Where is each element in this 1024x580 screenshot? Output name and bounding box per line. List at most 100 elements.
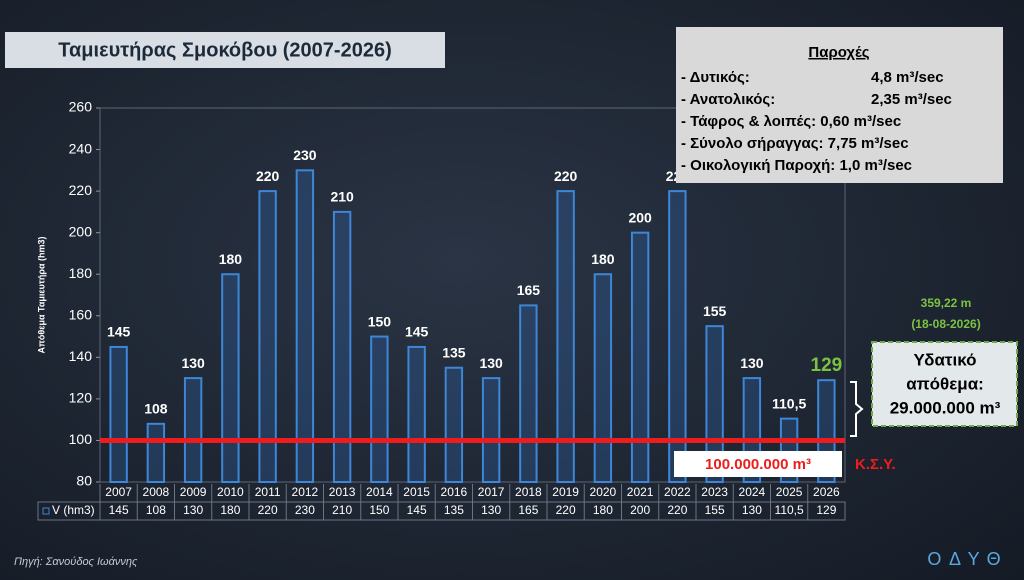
- info-row: 2,35 m³/sec: [871, 91, 952, 108]
- bar: [332, 210, 352, 483]
- bar: [668, 190, 687, 483]
- bar: [630, 231, 650, 483]
- data-label: 210: [330, 189, 354, 205]
- data-label: 150: [368, 313, 392, 329]
- y-axis-label: Απόθεμα Ταμιευτήρα (hm3): [36, 236, 46, 353]
- x-tick-label: 2019: [552, 485, 579, 499]
- callout-box: [871, 341, 1018, 427]
- y-tick-label: 220: [69, 182, 93, 198]
- table-value: 210: [332, 503, 352, 517]
- bar: [221, 273, 240, 483]
- info-title: Παροχές: [808, 44, 869, 61]
- info-row: 4,8 m³/sec: [871, 69, 944, 86]
- callout-brace: [850, 381, 864, 437]
- x-tick-label: 2024: [739, 485, 766, 499]
- table-value: 155: [705, 503, 725, 517]
- table-legend-key: [42, 507, 50, 515]
- x-tick-label: 2013: [329, 485, 356, 499]
- x-tick-label: 2008: [143, 485, 170, 499]
- x-tick-label: 2021: [627, 485, 654, 499]
- x-tick-label: 2022: [664, 485, 691, 499]
- x-tick-label: 2026: [813, 485, 840, 499]
- table-value: 200: [630, 503, 650, 517]
- table-value: 180: [593, 503, 613, 517]
- data-label: 155: [703, 303, 727, 319]
- table-value: 130: [481, 503, 501, 517]
- bar: [556, 190, 575, 483]
- table-value: 130: [183, 503, 203, 517]
- table-value: 180: [220, 503, 240, 517]
- table-value: 135: [444, 503, 464, 517]
- data-label: 145: [107, 324, 131, 340]
- reference-label: 100.000.000 m³: [705, 456, 811, 473]
- x-tick-label: 2015: [403, 485, 430, 499]
- y-tick-label: 240: [69, 140, 93, 156]
- bar: [183, 377, 203, 483]
- table-value: 108: [146, 503, 166, 517]
- bar: [444, 366, 464, 484]
- bar: [519, 304, 538, 483]
- data-label: 200: [628, 209, 652, 225]
- info-row: - Τάφρος & λοιπές: 0,60 m³/sec: [681, 113, 901, 130]
- x-tick-label: 2018: [515, 485, 542, 499]
- callout-elevation: 359,22 m: [921, 296, 972, 310]
- x-tick-label: 2011: [255, 485, 281, 499]
- data-label: 230: [293, 147, 317, 163]
- y-tick-label: 100: [69, 431, 93, 447]
- data-label: 165: [517, 282, 541, 298]
- info-row: - Ανατολικός:: [681, 91, 775, 108]
- y-tick-label: 120: [69, 390, 93, 406]
- bar: [481, 377, 501, 483]
- table-value: 150: [369, 503, 389, 517]
- bar: [258, 190, 277, 483]
- plot-frame: [99, 107, 846, 483]
- x-tick-label: 2014: [366, 485, 393, 499]
- x-tick-label: 2020: [590, 485, 617, 499]
- info-row: - Δυτικός:: [681, 69, 750, 86]
- info-row: - Σύνολο σήραγγας: 7,75 m³/sec: [681, 135, 909, 152]
- x-tick-label: 2010: [217, 485, 244, 499]
- bar: [593, 273, 613, 483]
- source: Πηγή: Σανούδος Ιωάννης: [14, 556, 138, 568]
- y-tick-label: 160: [69, 306, 93, 322]
- callout-text: Υδατικό: [913, 350, 976, 369]
- x-tick-label: 2017: [478, 485, 505, 499]
- x-tick-label: 2023: [701, 485, 728, 499]
- bar: [370, 335, 389, 483]
- data-label: 145: [405, 324, 429, 340]
- callout-text: απόθεμα:: [906, 374, 984, 393]
- data-label: 110,5: [772, 395, 806, 411]
- y-tick-label: 140: [69, 348, 93, 364]
- x-tick-label: 2016: [441, 485, 468, 499]
- info-row: - Οικολογική Παροχή: 1,0 m³/sec: [681, 157, 912, 174]
- data-label: 180: [591, 251, 615, 267]
- data-label: 135: [442, 344, 466, 360]
- data-label: 130: [479, 355, 503, 371]
- table-value: 145: [407, 503, 427, 517]
- reference-label-box: [674, 451, 842, 477]
- data-label: 130: [740, 355, 764, 371]
- x-tick-label: 2012: [292, 485, 319, 499]
- reference-tag: Κ.Σ.Υ.: [855, 456, 896, 473]
- bar: [146, 422, 166, 484]
- table-label: V (hm3): [52, 503, 95, 517]
- table-value: 130: [742, 503, 762, 517]
- bar: [109, 345, 128, 484]
- data-label: 130: [181, 355, 205, 371]
- table-value: 230: [295, 503, 315, 517]
- data-label: 220: [554, 168, 578, 184]
- table-value: 110,5: [775, 503, 804, 517]
- callout-date: (18-08-2026): [911, 317, 980, 331]
- title-box: [5, 32, 445, 68]
- table-frame: [37, 501, 846, 521]
- x-tick-label: 2025: [776, 485, 803, 499]
- table-value: 220: [556, 503, 576, 517]
- table-value: 220: [258, 503, 278, 517]
- callout-text: 29.000.000 m³: [890, 398, 1001, 417]
- logo: ΟΔΥΘ: [927, 549, 1008, 569]
- y-tick-label: 80: [76, 473, 92, 489]
- x-tick-label: 2009: [180, 485, 207, 499]
- data-label: 129: [811, 355, 843, 376]
- data-label: 180: [219, 251, 243, 267]
